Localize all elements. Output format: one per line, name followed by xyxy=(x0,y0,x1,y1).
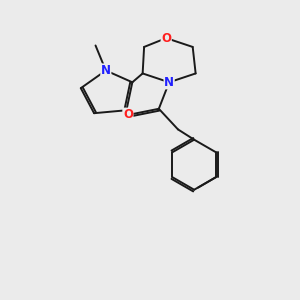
Text: O: O xyxy=(161,32,171,45)
Text: N: N xyxy=(101,64,111,77)
Text: O: O xyxy=(123,108,133,121)
Text: N: N xyxy=(164,76,174,89)
